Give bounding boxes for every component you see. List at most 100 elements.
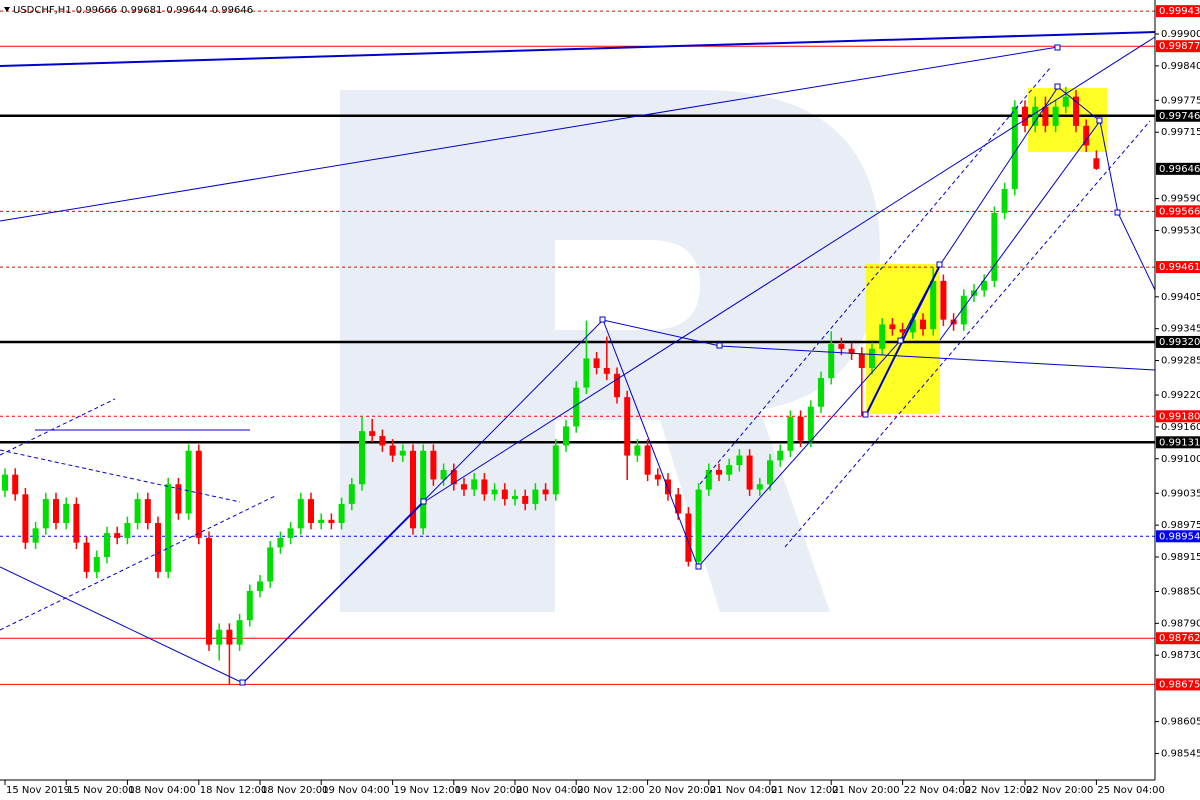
candle-body: [175, 484, 182, 514]
level-label-box: [1156, 436, 1200, 449]
candle-body: [1032, 106, 1039, 126]
candle-body: [104, 533, 110, 557]
candle-body: [563, 426, 569, 446]
x-tick-label: 19 Nov 20:00: [455, 785, 522, 796]
candle-body: [471, 479, 478, 490]
candle-body: [807, 406, 814, 441]
candle-body: [736, 455, 743, 466]
low: 0.99644: [166, 5, 207, 16]
y-tick-label: 0.98790: [1161, 618, 1200, 629]
candle-body: [848, 348, 855, 354]
candle-body: [675, 494, 682, 514]
level-label: 0.99746: [1159, 111, 1200, 122]
candle-body: [246, 590, 253, 621]
level-label: 0.99180: [1159, 411, 1200, 422]
candle-body: [144, 499, 151, 524]
x-tick-label: 21 Nov 20:00: [832, 785, 899, 796]
candle-body: [440, 469, 447, 480]
level-label: 0.99566: [1159, 206, 1200, 217]
candle-body: [940, 280, 947, 320]
candle-body: [991, 212, 998, 281]
candle-body: [12, 474, 19, 495]
y-tick-label: 0.99530: [1161, 225, 1200, 236]
candle-body: [777, 450, 784, 461]
y-tick-label: 0.99035: [1161, 488, 1200, 499]
menu-arrow: [4, 7, 10, 12]
x-tick-label: 22 Nov 04:00: [904, 785, 971, 796]
candle-body: [216, 629, 223, 645]
level-label-box: [1156, 632, 1200, 645]
current-price-label: 0.99646: [1159, 164, 1200, 175]
header: USDCHF,H1 0.99666 0.99681 0.99644 0.99646: [13, 5, 253, 16]
candle-body: [797, 416, 804, 441]
candle-body: [981, 280, 988, 291]
x-tick-label: 19 Nov 04:00: [322, 785, 389, 796]
candle-body: [22, 494, 29, 543]
level-label: 0.98675: [1159, 679, 1200, 690]
candle-body: [756, 484, 763, 490]
y-tick-label: 0.99775: [1161, 95, 1200, 106]
candle-body: [63, 503, 70, 524]
candle-body: [53, 499, 59, 524]
candle-body: [206, 537, 212, 645]
y-tick-label: 0.98975: [1161, 520, 1200, 531]
candle-body: [42, 499, 49, 529]
candle-body: [501, 489, 508, 500]
candle-body: [236, 620, 243, 645]
y-tick-label: 0.99900: [1161, 29, 1200, 40]
candle-body: [1062, 96, 1069, 107]
level-label-box: [1156, 205, 1200, 218]
x-tick-label: 21 Nov 12:00: [771, 785, 838, 796]
candle-body: [481, 479, 488, 495]
candle-body: [2, 474, 8, 491]
y-tick-label: 0.99840: [1161, 61, 1200, 72]
x-tick-label: 20 Nov 20:00: [649, 785, 716, 796]
y-tick-label: 0.99160: [1161, 422, 1200, 433]
candle-body: [185, 450, 192, 514]
level-label: 0.99877: [1159, 41, 1200, 52]
candle-body: [889, 324, 896, 330]
y-tick-label: 0.99405: [1161, 292, 1200, 303]
candle-body: [644, 445, 651, 475]
x-tick-label: 18 Nov 20:00: [261, 785, 328, 796]
level-label-box: [1156, 5, 1200, 18]
candle-body: [83, 542, 90, 572]
candle-body: [654, 474, 661, 480]
candle-body: [297, 499, 304, 529]
candle-body: [1001, 189, 1008, 213]
x-tick-label: 22 Nov 20:00: [1026, 785, 1093, 796]
candle-body: [1093, 158, 1100, 169]
candle-body: [705, 469, 712, 490]
y-tick-label: 0.98915: [1161, 552, 1200, 563]
open: 0.99666: [76, 5, 117, 16]
level-label-box: [1156, 261, 1200, 274]
level-label: 0.99461: [1159, 262, 1200, 273]
candle-body: [1073, 96, 1079, 126]
level-label: 0.98762: [1159, 633, 1200, 644]
candle-body: [450, 469, 457, 485]
candle-body: [1042, 106, 1049, 126]
candle-body: [869, 348, 875, 368]
level-label-box: [1156, 410, 1200, 423]
candle-body: [328, 519, 335, 524]
candle-body: [155, 523, 161, 572]
level-label-box: [1156, 678, 1200, 691]
level-label-box: [1156, 530, 1200, 543]
candle-body: [430, 450, 437, 480]
candle-body: [308, 499, 314, 524]
anchors: [239, 44, 1121, 686]
candle-body: [1011, 106, 1018, 190]
candle-body: [552, 445, 559, 495]
candle-body: [532, 489, 539, 504]
candle-body: [410, 450, 416, 529]
level-label-box: [1156, 109, 1200, 122]
candle-body: [1022, 106, 1028, 126]
candle-body: [359, 431, 365, 485]
level-label: 0.99943: [1159, 6, 1200, 17]
candle-body: [195, 450, 202, 538]
candle-body: [267, 547, 274, 582]
x-tick-label: 19 Nov 12:00: [394, 785, 461, 796]
candle-body: [818, 378, 824, 407]
